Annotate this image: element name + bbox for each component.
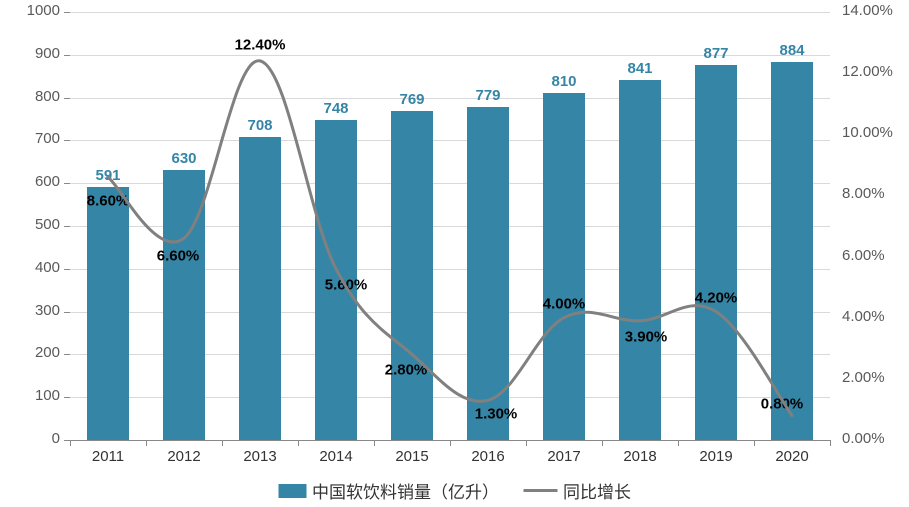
x-category-label: 2017 (547, 448, 580, 465)
y-left-tick (64, 354, 70, 355)
bar-value-label: 779 (475, 87, 500, 104)
x-tick (298, 440, 299, 446)
x-tick (146, 440, 147, 446)
grid-line (70, 12, 830, 13)
bar (163, 170, 205, 440)
legend-swatch-line (523, 489, 557, 492)
bar (619, 80, 661, 440)
growth-label: 4.00% (543, 295, 586, 312)
y-left-label: 0 (52, 430, 60, 447)
bar-value-label: 708 (247, 117, 272, 134)
growth-label: 8.60% (87, 193, 130, 210)
y-left-tick (64, 12, 70, 13)
x-category-label: 2013 (243, 448, 276, 465)
y-left-label: 100 (35, 387, 60, 404)
bar (391, 111, 433, 440)
y-left-tick (64, 269, 70, 270)
x-category-label: 2018 (623, 448, 656, 465)
legend-item-bars: 中国软饮料销量（亿升） (278, 478, 499, 503)
y-right-label: 12.00% (842, 63, 893, 80)
y-left-tick (64, 183, 70, 184)
bar (771, 62, 813, 440)
x-tick (70, 440, 71, 446)
x-category-label: 2012 (167, 448, 200, 465)
x-tick (754, 440, 755, 446)
bar-value-label: 877 (703, 45, 728, 62)
bar (239, 137, 281, 440)
y-left-tick (64, 140, 70, 141)
x-tick (450, 440, 451, 446)
y-left-label: 800 (35, 88, 60, 105)
legend-label-line: 同比增长 (563, 478, 631, 503)
y-left-tick (64, 226, 70, 227)
y-left-tick (64, 312, 70, 313)
x-tick (222, 440, 223, 446)
bar (87, 187, 129, 440)
legend: 中国软饮料销量（亿升） 同比增长 (278, 478, 631, 503)
y-right-label: 2.00% (842, 369, 885, 386)
y-left-label: 700 (35, 130, 60, 147)
x-tick (374, 440, 375, 446)
x-tick (602, 440, 603, 446)
y-left-label: 600 (35, 173, 60, 190)
y-left-label: 900 (35, 45, 60, 62)
x-category-label: 2014 (319, 448, 352, 465)
legend-label-bars: 中国软饮料销量（亿升） (312, 478, 499, 503)
bar (695, 65, 737, 440)
y-left-label: 500 (35, 216, 60, 233)
y-left-label: 200 (35, 344, 60, 361)
y-right-label: 4.00% (842, 308, 885, 325)
x-tick (830, 440, 831, 446)
growth-label: 4.20% (695, 289, 738, 306)
y-left-tick (64, 98, 70, 99)
plot-area (70, 12, 830, 440)
y-left-tick (64, 397, 70, 398)
growth-label: 0.80% (761, 395, 804, 412)
y-right-label: 14.00% (842, 2, 893, 19)
bar-value-label: 630 (171, 150, 196, 167)
bar-value-label: 748 (323, 100, 348, 117)
y-right-label: 10.00% (842, 124, 893, 141)
legend-swatch-bar (278, 484, 306, 498)
legend-item-line: 同比增长 (523, 478, 631, 503)
x-tick (678, 440, 679, 446)
chart-container: 中国软饮料销量（亿升） 同比增长 0 100 200 300 400 500 600 700 8… (0, 0, 909, 507)
growth-label: 6.60% (157, 248, 200, 265)
x-category-label: 2015 (395, 448, 428, 465)
bar (467, 107, 509, 440)
growth-label: 3.90% (625, 328, 668, 345)
x-category-label: 2016 (471, 448, 504, 465)
bar-value-label: 810 (551, 73, 576, 90)
x-category-label: 2019 (699, 448, 732, 465)
y-right-label: 6.00% (842, 247, 885, 264)
x-category-label: 2020 (775, 448, 808, 465)
growth-label: 12.40% (235, 36, 286, 53)
bar-value-label: 591 (95, 167, 120, 184)
growth-label: 5.60% (325, 276, 368, 293)
y-left-label: 300 (35, 302, 60, 319)
bar (543, 93, 585, 440)
x-tick (526, 440, 527, 446)
bar-value-label: 769 (399, 91, 424, 108)
bar-value-label: 841 (627, 60, 652, 77)
y-left-label: 400 (35, 259, 60, 276)
growth-label: 2.80% (385, 362, 428, 379)
y-right-label: 0.00% (842, 430, 885, 447)
y-left-tick (64, 55, 70, 56)
bar-value-label: 884 (779, 42, 804, 59)
y-left-label: 1000 (27, 2, 60, 19)
x-category-label: 2011 (92, 448, 124, 465)
growth-label: 1.30% (475, 406, 518, 423)
y-right-label: 8.00% (842, 185, 885, 202)
